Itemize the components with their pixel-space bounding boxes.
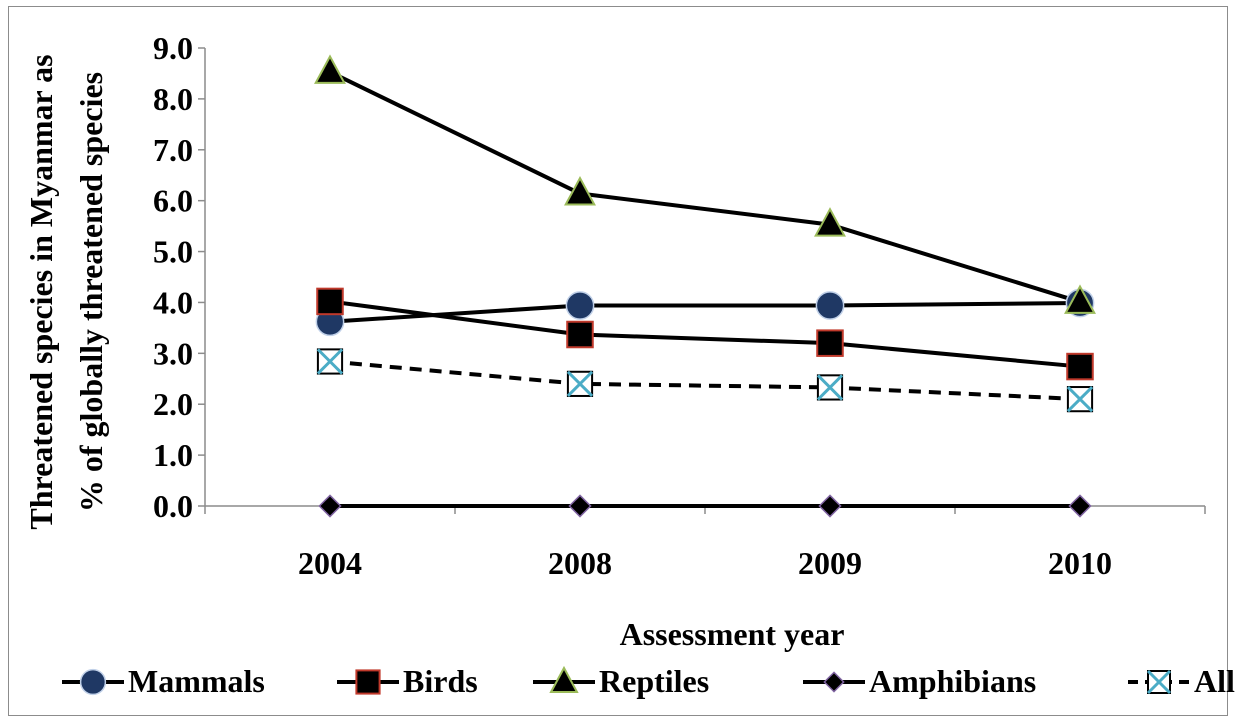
series-line-mammals [329, 300, 1081, 324]
legend-label: Reptiles [599, 663, 709, 699]
data-point-birds [316, 287, 344, 316]
x-tick-label: 2009 [798, 545, 862, 581]
data-point-mammals [815, 291, 845, 320]
series-line-all [329, 359, 1081, 402]
data-point-all-cross [1066, 385, 1094, 413]
data-point-all-cross [316, 348, 344, 375]
data-point-reptiles [814, 207, 846, 237]
data-point-reptiles [564, 176, 596, 206]
data-point-amphibians [318, 494, 342, 518]
legend-label: Mammals [128, 663, 265, 699]
x-tick-label: 2004 [298, 545, 362, 581]
legend-marker [823, 671, 845, 693]
legend-marker [549, 665, 579, 693]
data-point-reptiles [1064, 284, 1096, 314]
data-point-all-cross [816, 374, 844, 401]
y-axis-title-line1: Threatened species in Myanmar as [23, 54, 59, 529]
legend-item-mammals: Mammals [62, 663, 265, 699]
y-tick-label: 9.0 [153, 30, 193, 66]
tick-labels: 0.0 1.0 2.0 3.0 4.0 5.0 6.0 7.0 8.0 9.0 2004 2008 20… [153, 30, 1112, 581]
y-tick-label: 2.0 [153, 386, 193, 422]
y-tick-label: 1.0 [153, 437, 193, 473]
x-tick-label: 2010 [1048, 545, 1112, 581]
data-point-mammals [565, 291, 595, 320]
data-point-amphibians [1068, 494, 1092, 518]
y-tick-label: 7.0 [153, 132, 193, 168]
axes [198, 47, 1206, 514]
series-line-birds [329, 299, 1081, 369]
y-tick-label: 5.0 [153, 234, 193, 270]
legend-item-all: All [1128, 663, 1235, 699]
data-point-birds [816, 329, 844, 357]
series-line-reptiles [329, 70, 1081, 304]
data-point-reptiles [314, 54, 346, 84]
y-tick-label: 8.0 [153, 81, 193, 117]
legend-label: Amphibians [869, 663, 1036, 699]
legend: Mammals Birds Reptiles Amphibians All [62, 663, 1235, 699]
legend-label: All [1194, 663, 1235, 699]
legend-item-reptiles: Reptiles [533, 663, 709, 699]
x-axis-title: Assessment year [620, 616, 845, 652]
legend-marker [79, 668, 107, 696]
legend-marker-cross [1146, 669, 1172, 695]
y-axis-title-line2: % of globally threatened species [73, 72, 109, 512]
data-point-birds [1066, 352, 1094, 381]
legend-item-birds: Birds [337, 663, 478, 699]
y-tick-label: 3.0 [153, 335, 193, 371]
legend-marker [355, 669, 381, 695]
data-point-all-cross [566, 370, 594, 398]
legend-item-amphibians: Amphibians [803, 663, 1036, 699]
legend-label: Birds [403, 663, 478, 699]
series-lines [329, 70, 1081, 508]
x-tick-label: 2008 [548, 545, 612, 581]
y-tick-label: 4.0 [153, 284, 193, 320]
y-tick-label: 6.0 [153, 183, 193, 219]
data-point-birds [566, 320, 594, 349]
data-point-amphibians [568, 494, 592, 518]
series-markers [314, 54, 1096, 518]
y-tick-label: 0.0 [153, 488, 193, 524]
data-point-amphibians [818, 494, 842, 518]
